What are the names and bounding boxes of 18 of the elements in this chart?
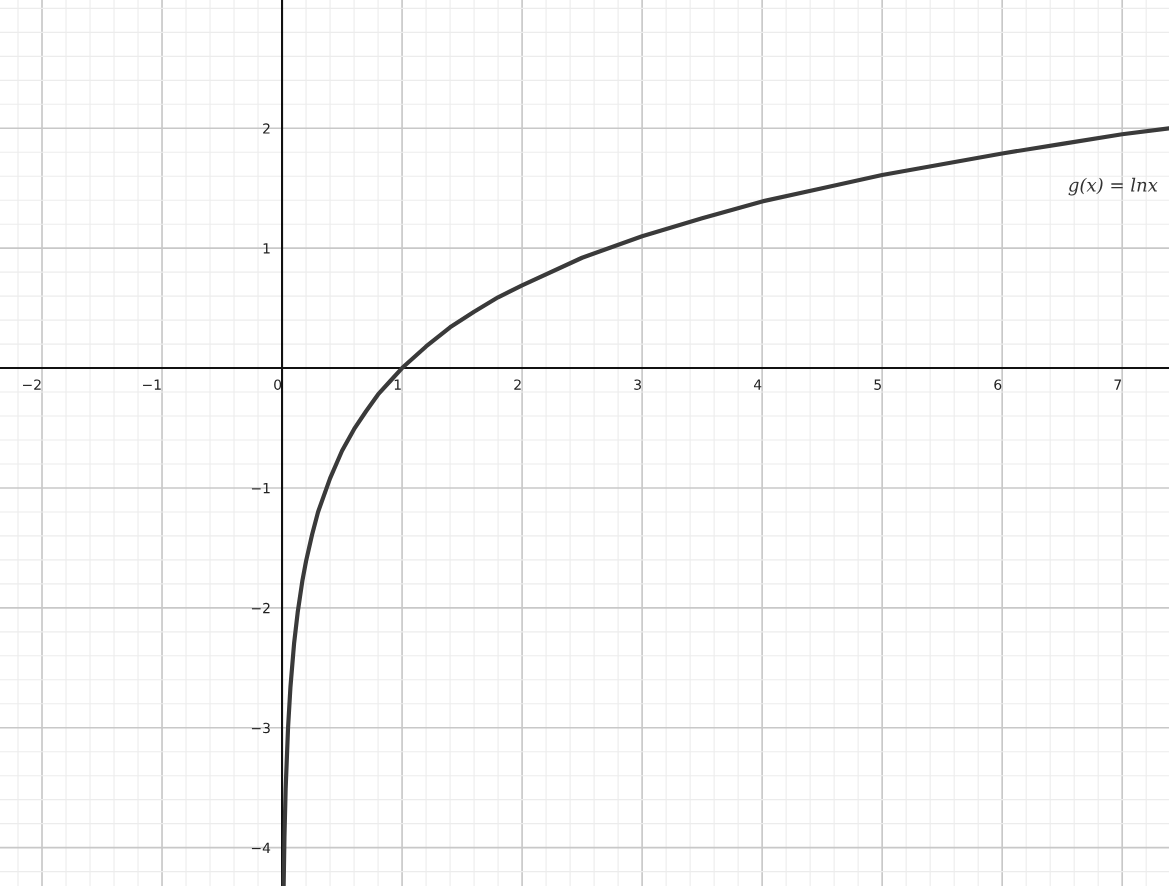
x-tick-label: 4 [753,379,762,390]
x-tick-label: 3 [634,379,641,390]
x-tick-label: 6 [994,379,1002,390]
y-tick-label: −2 [251,602,270,614]
y-tick-label: 1 [263,243,270,254]
x-tick-label: 1 [394,379,401,390]
series-label: g(x) = lnx [1068,177,1158,196]
y-tick-label: 2 [263,123,270,134]
x-tick-label: −1 [143,379,161,390]
y-tick-label: −4 [251,842,271,853]
x-tick-label: 2 [514,379,521,390]
x-tick-label: 5 [874,379,881,390]
line-series [281,126,1169,886]
y-tick-label: −3 [251,722,270,734]
x-tick-label: 0 [274,379,282,390]
x-tick-label: 7 [1114,379,1121,390]
y-tick-label: −1 [251,483,270,494]
x-tick-label: −2 [23,379,41,390]
